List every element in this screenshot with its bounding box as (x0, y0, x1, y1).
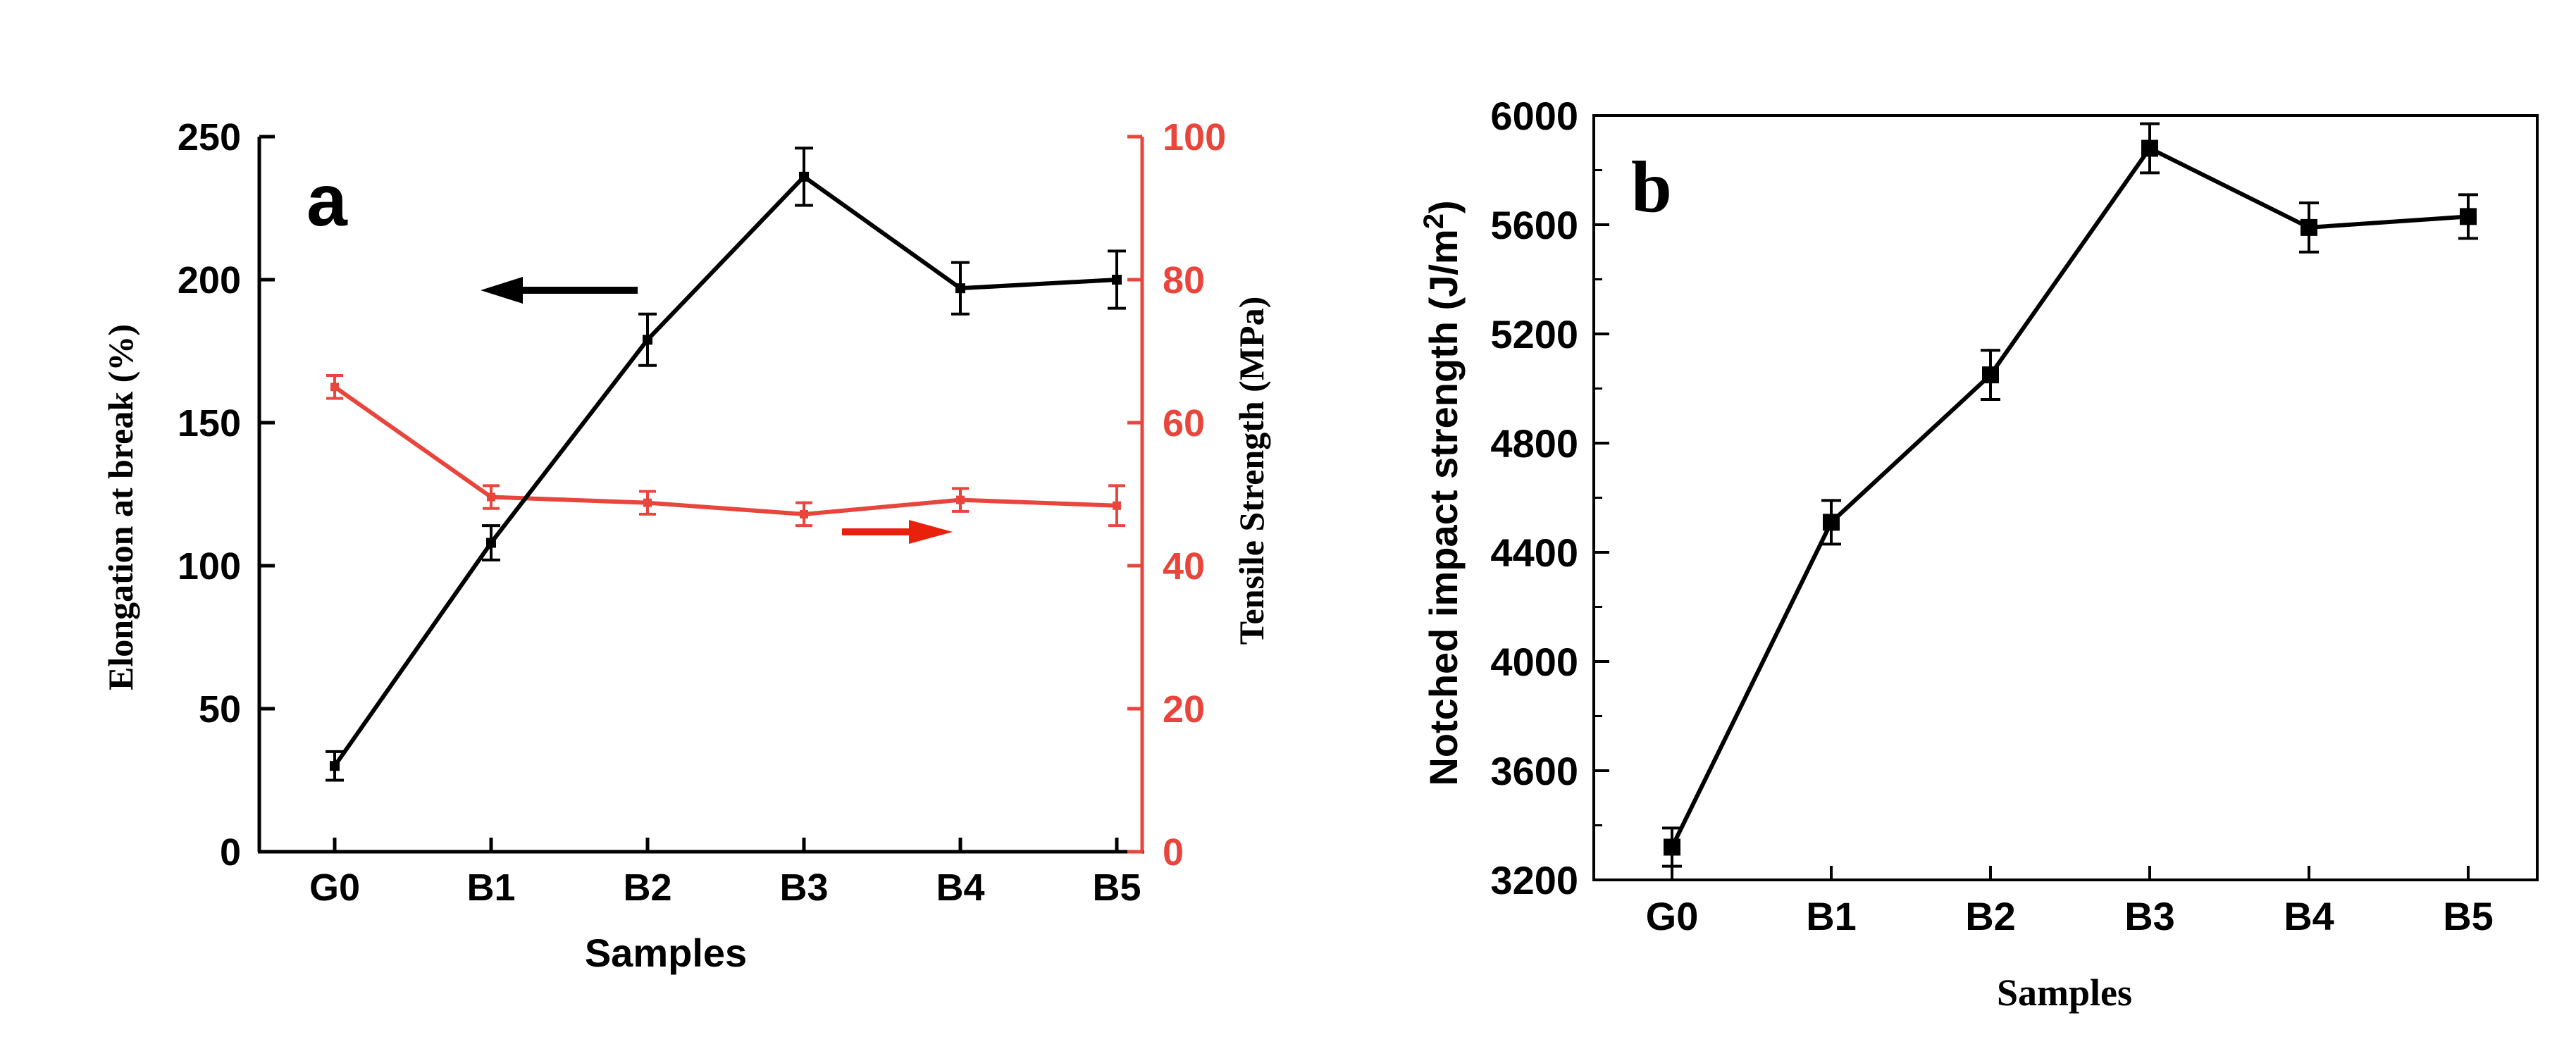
b-impact-point (1823, 514, 1840, 531)
a-elongation-point (643, 335, 652, 345)
a-panel-label: a (306, 160, 348, 242)
a-left-tick-label: 150 (178, 402, 241, 445)
b-y-tick-label: 5200 (1490, 312, 1578, 356)
b-y-tick-label: 4000 (1490, 640, 1578, 684)
b-panel-label: b (1631, 147, 1672, 228)
a-tensile-point (643, 498, 652, 507)
chart-panel-b: 3200 3600 4000 4400 4800 5200 5600 6000 G0 B1 B2 B… (1418, 94, 2539, 1014)
b-impact-line (1670, 146, 2469, 848)
b-y-tick-label: 4400 (1490, 530, 1578, 575)
a-right-tick-label: 100 (1163, 116, 1226, 159)
b-x-tick-label: B4 (2284, 894, 2334, 938)
a-elongation-point (486, 538, 496, 548)
a-arrow-left (481, 277, 638, 304)
a-elongation-point (1112, 275, 1122, 285)
b-impact-point (2460, 208, 2477, 225)
a-right-tick-label: 0 (1163, 831, 1184, 874)
b-impact-point (2301, 218, 2317, 236)
a-left-tick-label: 200 (178, 259, 241, 302)
b-impact-point (1982, 366, 1999, 384)
a-left-tick-label: 50 (199, 688, 241, 731)
b-y-axis-label-sup: 2 (1418, 213, 1449, 229)
b-y-axis-label-main: Notched impact strength (J/m (1421, 229, 1466, 785)
a-tensile-point (956, 495, 965, 504)
b-x-tick-label: B3 (2124, 894, 2175, 938)
b-impact-point (2141, 139, 2158, 157)
b-x-tick-label: B5 (2443, 894, 2494, 938)
a-tensile-point (800, 509, 808, 518)
a-elongation-point (955, 283, 965, 294)
b-y-axis-label: Notched impact strength (J/m2) (1418, 200, 1466, 785)
a-left-tick-label: 250 (178, 116, 241, 159)
chart-panel-a: 0 50 100 150 200 250 0 20 40 60 80 100 G0 B1 B2 B3 B4 B… (101, 116, 1271, 975)
b-y-tick-label: 6000 (1490, 94, 1578, 138)
b-x-tick-label: B1 (1806, 894, 1857, 938)
b-y-tick-label: 3200 (1490, 858, 1578, 902)
a-x-tick-label: B2 (623, 867, 671, 909)
a-right-tick-label: 40 (1163, 545, 1205, 588)
a-right-tick-label: 80 (1163, 259, 1205, 302)
a-x-tick-label: B3 (779, 867, 828, 909)
b-impact-point (1664, 838, 1680, 856)
a-left-tick-label: 100 (178, 545, 241, 588)
a-tensile-point (487, 492, 495, 502)
a-x-axis-label: Samples (585, 931, 747, 975)
a-y2-axis-label: Tensile Strength (MPa) (1232, 297, 1271, 645)
b-x-axis-label: Samples (1997, 971, 2132, 1014)
a-x-tick-label: B4 (936, 867, 984, 909)
a-x-tick-label: B1 (466, 867, 515, 909)
a-elongation-point (799, 171, 809, 182)
b-y-tick-label: 3600 (1490, 749, 1578, 793)
a-tensile-point (1113, 501, 1121, 510)
a-x-tick-label: G0 (309, 867, 360, 909)
a-right-tick-label: 20 (1163, 688, 1205, 731)
a-x-tick-label: B5 (1092, 867, 1141, 909)
a-arrow-right (842, 520, 953, 544)
a-right-tick-label: 60 (1163, 402, 1205, 445)
a-elongation-line (333, 174, 1117, 767)
a-tensile-point (330, 383, 339, 392)
b-y-axis-label-end: ) (1421, 200, 1466, 213)
b-y-tick-label: 5600 (1490, 203, 1578, 247)
a-tensile-line (333, 385, 1117, 516)
b-y-tick-label: 4800 (1490, 421, 1578, 466)
a-left-tick-label: 0 (220, 831, 241, 874)
a-y-axis-label: Elongation at break (%) (101, 324, 140, 690)
b-x-tick-label: B2 (1965, 894, 2016, 938)
a-elongation-point (330, 761, 340, 771)
b-x-tick-label: G0 (1646, 894, 1699, 938)
